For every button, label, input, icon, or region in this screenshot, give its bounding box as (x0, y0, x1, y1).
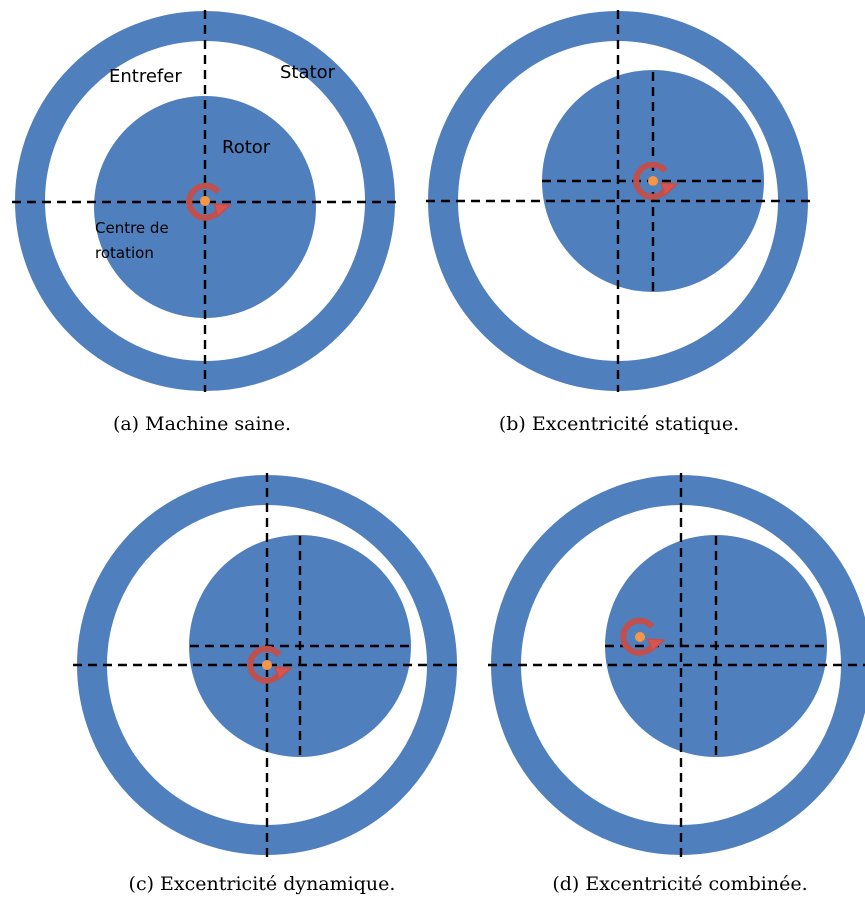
rotation-center-dot (635, 632, 645, 642)
panel-c-dynamic-eccentricity: (c) Excentricité dynamique. (73, 473, 460, 895)
rotation-center-dot (648, 176, 658, 186)
stator-label: Stator (280, 62, 336, 83)
centre-label-line2: rotation (95, 244, 154, 262)
rotation-center-dot (262, 660, 272, 670)
panel-d-combined-eccentricity: (d) Excentricité combinée. (488, 473, 865, 895)
caption-c: (c) Excentricité dynamique. (129, 873, 396, 895)
rotation-arrow-icon (247, 645, 293, 684)
rotation-center-dot (200, 196, 210, 206)
caption-a: (a) Machine saine. (113, 413, 291, 435)
rotor-label: Rotor (222, 137, 271, 158)
rotation-arrow-icon (633, 161, 679, 200)
caption-b: (b) Excentricité statique. (499, 413, 739, 435)
centre-label-line1: Centre de (95, 219, 169, 237)
rotation-arrow-icon (186, 182, 232, 221)
caption-d: (d) Excentricité combinée. (552, 873, 807, 895)
panel-a-healthy-machine: Entrefer Stator Rotor Centre de rotation… (12, 10, 398, 435)
entrefer-label: Entrefer (109, 66, 182, 87)
panel-b-static-eccentricity: (b) Excentricité statique. (426, 10, 810, 435)
rotation-arrow-icon (620, 617, 666, 656)
